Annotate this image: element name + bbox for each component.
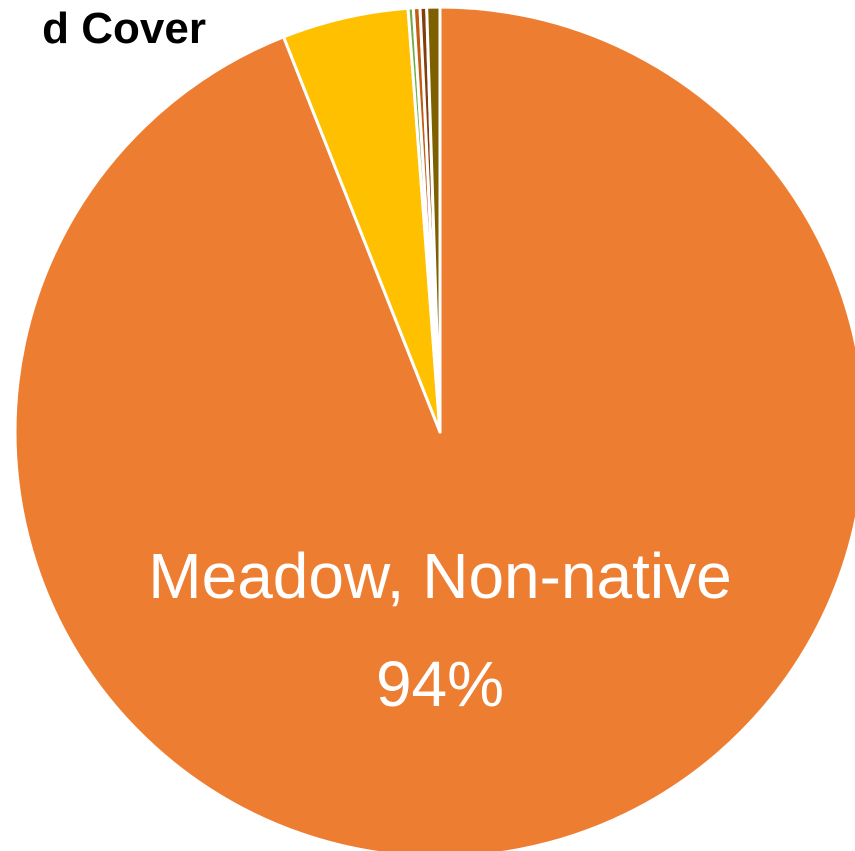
data-label-category: Meadow, Non-native [148,540,731,612]
pie-slice-5 [425,5,442,434]
chart-title: d Cover [42,4,206,53]
pie-slice-0 [13,5,855,851]
pie-data-labels: Meadow, Non-native 94% [148,540,731,720]
pie-slices [13,5,855,851]
data-label-percent: 94% [376,648,504,720]
